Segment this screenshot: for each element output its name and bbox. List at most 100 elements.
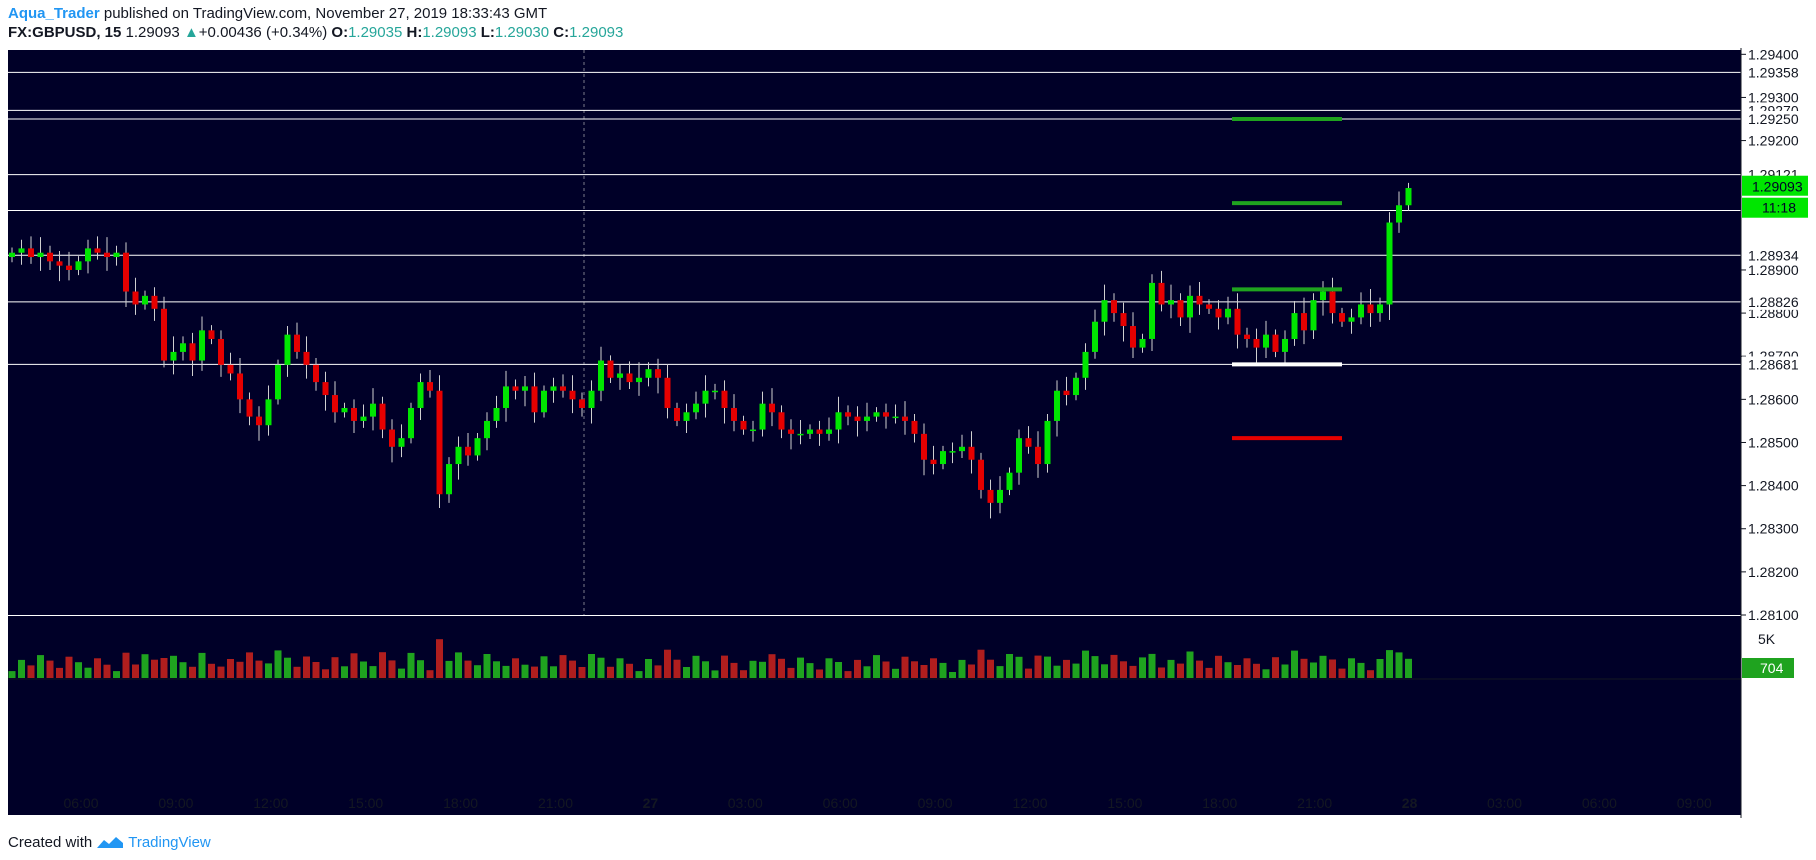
candle — [417, 382, 424, 408]
candle — [883, 412, 889, 417]
candle — [1130, 326, 1136, 348]
x-tick-label: 06:00 — [823, 795, 858, 811]
candle — [341, 407, 348, 413]
volume-bar — [1196, 660, 1203, 678]
volume-bar — [1120, 661, 1127, 678]
volume-bar — [284, 657, 291, 678]
candle — [465, 446, 471, 456]
candle — [170, 351, 177, 361]
x-tick-label: 18:00 — [1202, 795, 1237, 811]
volume-bar — [1338, 668, 1346, 678]
candle — [911, 420, 918, 434]
open-value: 1.29035 — [348, 24, 403, 41]
volume-bar — [901, 656, 909, 678]
volume-bar — [873, 655, 880, 678]
volume-bar — [1006, 654, 1013, 678]
candle — [731, 407, 737, 421]
volume-bar — [293, 666, 301, 678]
level-label-bg — [1742, 293, 1816, 310]
level-label: 1.29358 — [1748, 64, 1799, 80]
candle — [788, 429, 794, 434]
candle — [854, 416, 861, 421]
volume-bar — [208, 663, 215, 678]
candle — [1405, 188, 1412, 206]
candle — [1082, 351, 1089, 378]
volume-bar — [1025, 668, 1032, 678]
level-label-bg — [1742, 356, 1816, 373]
volume-bar — [835, 662, 842, 678]
candle — [921, 433, 927, 460]
volume-bar — [360, 661, 367, 678]
candle — [1196, 295, 1203, 305]
y-tick-label: 1.28200 — [1748, 564, 1799, 580]
candle — [408, 407, 414, 439]
candle — [1386, 222, 1393, 305]
candle — [332, 395, 338, 413]
volume-bar — [702, 661, 709, 678]
candle — [1282, 338, 1288, 352]
volume-bar — [1291, 650, 1298, 678]
volume-bar — [768, 654, 776, 678]
candle — [769, 403, 775, 413]
volume-bar — [816, 669, 823, 678]
volume-bar — [1405, 658, 1412, 678]
volume-bar — [350, 653, 358, 678]
x-tick-label: 15:00 — [348, 795, 383, 811]
candle — [902, 416, 908, 421]
volume-bar — [1205, 667, 1213, 678]
low-label: L: — [480, 24, 495, 41]
candle — [1073, 377, 1079, 396]
price-change: +0.00436 (+0.34%) — [198, 24, 328, 41]
candle — [835, 412, 842, 430]
candle — [294, 334, 300, 352]
volume-bar — [75, 662, 82, 678]
candle — [655, 369, 661, 378]
candle — [1348, 317, 1355, 322]
candlestick-chart[interactable]: 1.294001.293001.292001.289001.288001.287… — [0, 48, 1816, 818]
candle — [759, 403, 766, 430]
candle — [712, 390, 718, 393]
candle — [75, 261, 82, 270]
candle — [1111, 300, 1117, 314]
y-tick-label: 1.28300 — [1748, 521, 1799, 537]
candle — [370, 403, 376, 417]
candle — [199, 330, 205, 361]
volume-bar — [179, 662, 187, 678]
up-arrow-icon: ▲ — [183, 24, 199, 41]
author-link[interactable]: Aqua_Trader — [8, 5, 100, 22]
volume-bar — [445, 660, 453, 678]
x-tick-label: 09:00 — [918, 795, 953, 811]
symbol-label: FX:GBPUSD, 15 — [8, 24, 122, 41]
volume-bar — [1367, 670, 1374, 678]
candle — [1120, 313, 1127, 327]
candle — [959, 446, 965, 452]
tradingview-brand-link[interactable]: TradingView — [128, 833, 211, 851]
candle — [9, 252, 15, 258]
volume-bar — [1376, 659, 1384, 678]
candle — [227, 364, 234, 374]
volume-bar — [122, 652, 130, 678]
candle — [683, 412, 690, 421]
candle — [987, 489, 994, 503]
candle — [284, 334, 291, 365]
volume-bar — [27, 665, 35, 678]
candle — [180, 343, 186, 352]
candle — [275, 364, 281, 400]
volume-bar — [1101, 664, 1108, 678]
candle — [1054, 390, 1060, 421]
volume-bar — [1348, 658, 1355, 678]
candle — [1310, 300, 1317, 331]
volume-bar — [759, 661, 766, 678]
created-with-label: Created with — [8, 833, 93, 851]
candle — [807, 429, 813, 434]
candle — [740, 420, 747, 430]
candle — [322, 382, 329, 396]
volume-bar — [1015, 656, 1023, 678]
volume-bar — [692, 655, 700, 678]
candle — [1377, 304, 1383, 314]
level-label: 1.28681 — [1748, 356, 1799, 372]
volume-bar — [968, 664, 975, 678]
candle — [123, 252, 129, 292]
y-tick-label: 1.28600 — [1748, 391, 1799, 407]
level-label-bg — [1742, 247, 1816, 264]
